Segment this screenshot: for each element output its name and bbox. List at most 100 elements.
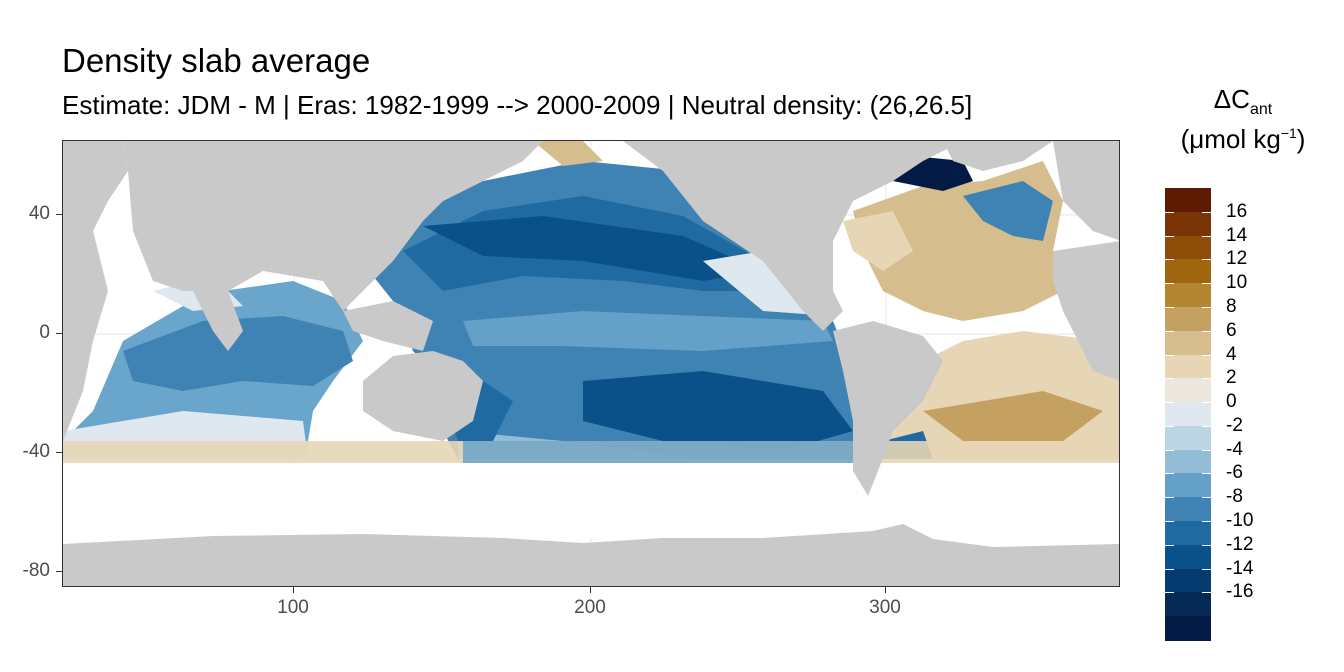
legend-swatch (1165, 521, 1211, 546)
legend-unit-sup: −1 (1280, 125, 1297, 141)
legend-tick (1202, 259, 1211, 261)
legend-tick (1202, 544, 1211, 546)
x-tick-label: 100 (277, 597, 309, 618)
legend-tick (1165, 592, 1174, 594)
gulf-stream (963, 181, 1053, 241)
map-panel (62, 140, 1120, 587)
north-atlantic-pale (843, 211, 913, 271)
legend-tick (1165, 283, 1174, 285)
bering-patch (533, 141, 603, 166)
legend-tick (1165, 568, 1174, 570)
south-atlantic-warm (923, 391, 1103, 441)
chart-subtitle: Estimate: JDM - M | Eras: 1982-1999 --> … (62, 90, 973, 120)
legend-label: -12 (1226, 533, 1254, 555)
y-tick-label: 40 (28, 203, 50, 224)
legend-swatch (1165, 568, 1211, 593)
legend-label: -2 (1226, 414, 1243, 436)
y-tick-label: 0 (39, 322, 50, 343)
indian-ocean-core (123, 316, 353, 391)
greenland (943, 141, 1053, 171)
legend-tick (1165, 425, 1174, 427)
land-masses (63, 141, 1119, 586)
legend-tick (1202, 211, 1211, 213)
legend-tick (1165, 330, 1174, 332)
legend-label: 6 (1226, 319, 1237, 341)
legend-label: -16 (1226, 581, 1254, 603)
legend-swatch (1165, 449, 1211, 475)
map-canvas (63, 141, 1119, 586)
southern-ocean-blue (463, 441, 853, 463)
legend-label: 16 (1226, 200, 1248, 222)
legend-label: -14 (1226, 557, 1254, 579)
europe-africa-east (1053, 141, 1119, 241)
x-tick-label: 300 (869, 597, 901, 618)
legend-tick (1165, 306, 1174, 308)
legend-tick (1165, 235, 1174, 237)
legend-label: 8 (1226, 295, 1237, 317)
india (193, 291, 243, 351)
y-tick-label: -40 (22, 441, 50, 462)
legend-swatch (1165, 211, 1211, 237)
equatorial-pacific (463, 311, 833, 351)
legend-tick (1202, 402, 1211, 404)
legend-label: -10 (1226, 510, 1254, 532)
legend-swatch (1165, 544, 1211, 570)
legend-label: 12 (1226, 248, 1248, 270)
legend-label: -6 (1226, 462, 1243, 484)
legend-tick (1165, 402, 1174, 404)
legend-tick (1165, 378, 1174, 380)
legend-swatch (1165, 378, 1211, 403)
legend-swatch (1165, 425, 1211, 451)
legend-tick (1165, 544, 1174, 546)
legend-tick (1202, 592, 1211, 594)
nodata-regions (63, 141, 1119, 541)
legend-unit-close: ) (1296, 124, 1306, 154)
legend-tick (1202, 568, 1211, 570)
legend-tick (1202, 473, 1211, 475)
indonesia (343, 301, 433, 351)
legend-tick (1202, 330, 1211, 332)
north-pacific-streak (423, 216, 763, 281)
legend-tick (1202, 425, 1211, 427)
legend-unit-open: (μmol kg (1180, 124, 1281, 154)
west-africa (1053, 241, 1119, 381)
antarctica (63, 524, 1119, 586)
legend-swatch (1165, 473, 1211, 498)
legend-swatch (1165, 592, 1211, 617)
legend-swatch (1165, 402, 1211, 427)
africa (63, 141, 128, 441)
legend-swatch (1165, 330, 1211, 356)
legend-swatch (1165, 616, 1211, 641)
legend-tick (1202, 235, 1211, 237)
legend-swatch (1165, 497, 1211, 522)
chart-title: Density slab average (62, 42, 371, 79)
legend-swatch (1165, 283, 1211, 308)
legend-tick (1202, 306, 1211, 308)
legend-label: 10 (1226, 272, 1248, 294)
legend-tick (1165, 259, 1174, 261)
legend-tick (1165, 497, 1174, 499)
legend-swatch (1165, 235, 1211, 260)
legend-tick (1165, 521, 1174, 523)
eurasia (123, 141, 543, 311)
legend-label: 14 (1226, 224, 1248, 246)
legend-tick (1165, 211, 1174, 213)
legend-tick (1165, 449, 1174, 451)
legend-label: -4 (1226, 438, 1243, 460)
legend-tick (1202, 354, 1211, 356)
legend-tick (1202, 521, 1211, 523)
legend-symbol: ΔC (1213, 84, 1250, 114)
legend-label: -8 (1226, 486, 1243, 508)
legend-swatch (1165, 188, 1211, 213)
legend-swatch (1165, 354, 1211, 379)
north-america (623, 141, 963, 331)
legend-tick (1202, 283, 1211, 285)
australia (363, 351, 483, 441)
legend-tick (1202, 449, 1211, 451)
legend-label: 4 (1226, 343, 1237, 365)
legend-tick (1202, 378, 1211, 380)
y-tick-label: -80 (22, 560, 50, 581)
south-pacific-core (583, 371, 853, 451)
legend-tick (1202, 497, 1211, 499)
x-tick-label: 200 (574, 597, 606, 618)
